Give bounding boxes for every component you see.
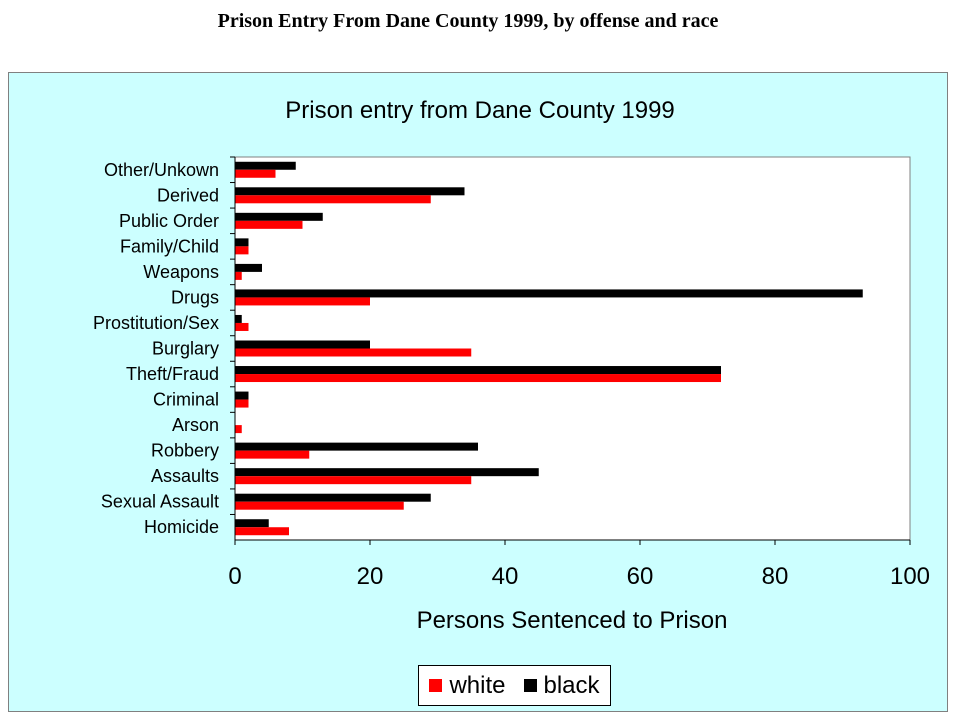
legend-label-black: black — [543, 671, 600, 699]
y-tick-label: Criminal — [153, 390, 219, 410]
bar-white — [235, 271, 242, 280]
bar-black — [235, 212, 323, 221]
y-tick-label: Robbery — [151, 441, 219, 461]
x-tick-label: 20 — [357, 563, 384, 590]
x-tick-label: 100 — [890, 563, 930, 590]
bar-white — [235, 450, 310, 459]
x-tick-label: 60 — [627, 563, 654, 590]
bar-black — [235, 442, 478, 451]
bar-black — [235, 340, 370, 349]
bars-group — [235, 161, 863, 536]
bar-white — [235, 374, 721, 383]
x-axis-ticks: 0 20 40 60 80 100 — [228, 540, 930, 590]
x-axis-label: Persons Sentenced to Prison — [417, 607, 728, 634]
bar-black — [235, 187, 465, 196]
bar-white — [235, 322, 249, 331]
y-tick-label: Weapons — [143, 262, 219, 282]
bar-white — [235, 501, 404, 510]
bar-black — [235, 468, 539, 477]
y-tick-label: Theft/Fraud — [126, 364, 219, 384]
legend-swatch-black — [523, 679, 537, 692]
bar-white — [235, 297, 370, 306]
y-tick-label: Other/Unkown — [104, 160, 219, 180]
bar-black — [235, 238, 249, 247]
x-tick-label: 0 — [228, 563, 241, 590]
bar-white — [235, 425, 242, 434]
bar-white — [235, 246, 249, 255]
bar-black — [235, 519, 269, 528]
x-tick-label: 40 — [492, 563, 519, 590]
bar-white — [235, 476, 472, 485]
bar-black — [235, 493, 431, 502]
bar-black — [235, 391, 249, 400]
y-tick-label: Family/Child — [120, 236, 219, 256]
bar-white — [235, 527, 289, 536]
page-title: Prison Entry From Dane County 1999, by o… — [217, 10, 719, 32]
legend-swatch-white — [429, 679, 443, 692]
bar-white — [235, 348, 472, 357]
y-tick-label: Homicide — [144, 517, 219, 537]
legend-item-white: white — [429, 671, 506, 700]
y-tick-label: Public Order — [119, 211, 219, 231]
bar-white — [235, 399, 249, 408]
y-tick-label: Burglary — [152, 339, 219, 359]
bar-white — [235, 169, 276, 178]
bar-white — [235, 220, 303, 229]
chart-title: Prison entry from Dane County 1999 — [285, 97, 675, 124]
bar-black — [235, 263, 262, 272]
bar-black — [235, 289, 863, 298]
y-tick-label: Derived — [157, 185, 219, 205]
y-tick-label: Prostitution/Sex — [93, 313, 219, 333]
bar-black — [235, 314, 242, 323]
legend-item-black: black — [523, 671, 600, 700]
bar-black — [235, 366, 721, 375]
x-tick-label: 80 — [762, 563, 789, 590]
y-tick-label: Sexual Assault — [101, 492, 219, 512]
chart-legend: white black — [418, 665, 611, 706]
y-tick-label: Drugs — [171, 287, 219, 307]
y-tick-label: Assaults — [151, 466, 219, 486]
y-tick-label: Arson — [172, 415, 219, 435]
y-axis-labels: Other/Unkown Derived Public Order Family/Ch… — [93, 156, 235, 537]
legend-label-white: white — [449, 671, 506, 699]
bar-white — [235, 195, 431, 204]
bar-black — [235, 161, 296, 170]
